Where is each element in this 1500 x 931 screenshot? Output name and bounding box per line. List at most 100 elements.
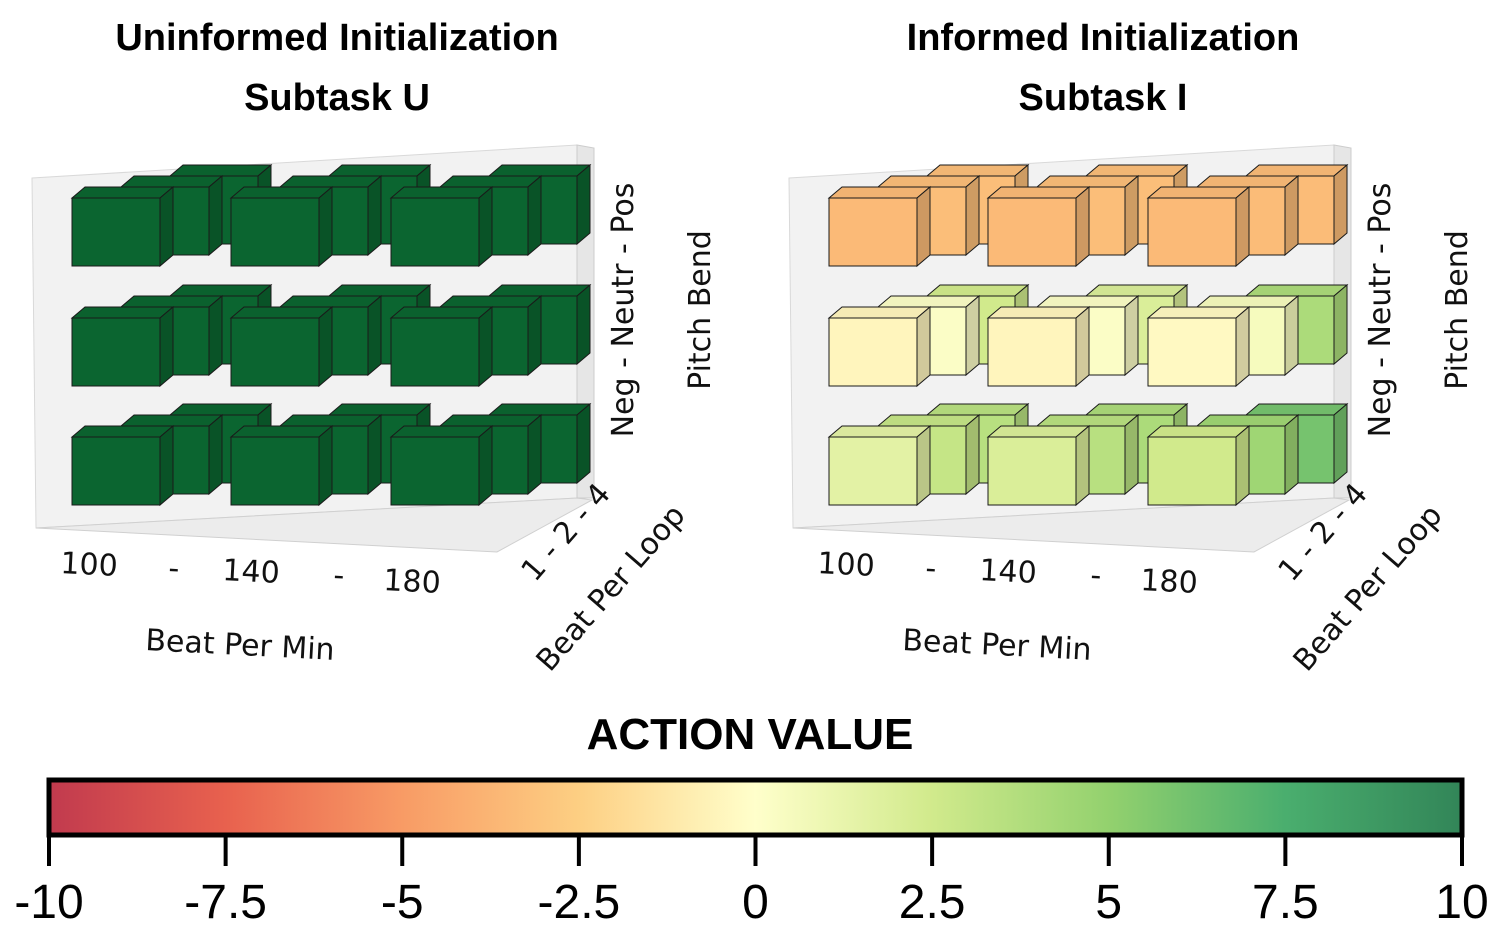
colorbar-tick-label: 2.5 bbox=[899, 876, 966, 929]
floor-pane bbox=[792, 497, 1351, 553]
cube-top-face bbox=[827, 425, 932, 438]
cube-top-face bbox=[229, 425, 334, 438]
z-axis-label: Pitch Bend bbox=[683, 230, 718, 390]
bar-cube bbox=[986, 185, 1091, 268]
cube-front-face bbox=[390, 436, 480, 506]
cube-top-face bbox=[876, 295, 981, 308]
x-tick-label: 140 bbox=[979, 553, 1038, 591]
cube-side-face bbox=[1235, 305, 1250, 388]
subtitle-informed: Subtask I bbox=[1018, 77, 1188, 119]
cube-side-face bbox=[916, 305, 931, 388]
bar-cube bbox=[389, 185, 494, 268]
cube-top-face bbox=[827, 186, 932, 199]
cube-side-face bbox=[1124, 174, 1139, 257]
cube-side-face bbox=[318, 305, 333, 388]
bar-cube bbox=[70, 424, 175, 507]
cube-top-face bbox=[327, 403, 432, 416]
cube-side-face bbox=[527, 413, 542, 496]
cube-side-face bbox=[916, 185, 931, 268]
cube-side-face bbox=[208, 413, 223, 496]
cube-top-face bbox=[1244, 403, 1349, 416]
bar-cube bbox=[70, 185, 175, 268]
cube-top-face bbox=[487, 164, 592, 177]
x-tick-label: - bbox=[925, 551, 938, 587]
cube-top-face bbox=[327, 164, 432, 177]
cube-top-face bbox=[1035, 175, 1140, 188]
bar-cube bbox=[986, 424, 1091, 507]
cube-side-face bbox=[367, 294, 382, 377]
cube-top-face bbox=[70, 186, 175, 199]
cube-side-face bbox=[576, 283, 591, 366]
cube-top-face bbox=[438, 414, 543, 427]
cube-top-face bbox=[827, 306, 932, 319]
subtitle-uninformed: Subtask U bbox=[244, 77, 430, 119]
cube-side-face bbox=[208, 294, 223, 377]
cube-side-face bbox=[208, 174, 223, 257]
cube-side-face bbox=[478, 424, 493, 507]
cube-top-face bbox=[70, 425, 175, 438]
x-tick-label: - bbox=[333, 558, 346, 594]
cube-top-face bbox=[925, 284, 1030, 297]
cube-side-face bbox=[527, 174, 542, 257]
cube-top-face bbox=[1146, 186, 1251, 199]
cube-side-face bbox=[1075, 185, 1090, 268]
cube-top-face bbox=[1084, 403, 1189, 416]
colorbar-tick-label: -2.5 bbox=[538, 876, 621, 929]
cube-front-face bbox=[390, 317, 480, 387]
cube-front-face bbox=[987, 317, 1077, 387]
bar-cube bbox=[229, 424, 334, 507]
cube-side-face bbox=[1284, 174, 1299, 257]
cube-top-face bbox=[1146, 425, 1251, 438]
cube-side-face bbox=[367, 413, 382, 496]
cube-side-face bbox=[1333, 163, 1348, 246]
cube-side-face bbox=[478, 305, 493, 388]
cube-top-face bbox=[487, 403, 592, 416]
cube-top-face bbox=[168, 403, 273, 416]
cube-side-face bbox=[1124, 413, 1139, 496]
cube-top-face bbox=[278, 295, 383, 308]
cube-front-face bbox=[71, 317, 161, 387]
panel-title-informed: Informed Initialization Subtask I bbox=[783, 8, 1423, 128]
cube-top-face bbox=[438, 295, 543, 308]
cube-front-face bbox=[987, 197, 1077, 267]
cube-front-face bbox=[71, 436, 161, 506]
cube-side-face bbox=[965, 294, 980, 377]
cube-side-face bbox=[965, 174, 980, 257]
x-tick-label: 100 bbox=[60, 546, 119, 584]
cube-side-face bbox=[965, 413, 980, 496]
cube-top-face bbox=[438, 175, 543, 188]
floor-pane bbox=[35, 497, 594, 553]
cube-top-face bbox=[70, 306, 175, 319]
x-axis-label: Beat Per Min bbox=[145, 623, 336, 668]
cube-side-face bbox=[1075, 305, 1090, 388]
cube-top-face bbox=[1195, 295, 1300, 308]
cube-top-face bbox=[487, 284, 592, 297]
x-axis-label: Beat Per Min bbox=[902, 623, 1093, 668]
cube-front-face bbox=[230, 317, 320, 387]
cube-top-face bbox=[1084, 164, 1189, 177]
colorbar-ticks: -10 -7.5 -5 -2.5 0 2.5 5 7.5 10 bbox=[14, 835, 1489, 929]
cube-top-face bbox=[119, 175, 224, 188]
cube-top-face bbox=[119, 295, 224, 308]
cube-top-face bbox=[876, 414, 981, 427]
cube-top-face bbox=[1035, 414, 1140, 427]
colorbar-bar bbox=[46, 777, 1465, 838]
cube-side-face bbox=[159, 185, 174, 268]
x-tick-label: 180 bbox=[1140, 563, 1199, 601]
colorbar-tick-label: 7.5 bbox=[1252, 876, 1319, 929]
cube-top-face bbox=[1084, 284, 1189, 297]
cube-top-face bbox=[278, 175, 383, 188]
cube-top-face bbox=[229, 306, 334, 319]
z-tick-labels: Neg - Neutr - Pos bbox=[606, 183, 641, 438]
cube-top-face bbox=[389, 425, 494, 438]
cube-side-face bbox=[159, 424, 174, 507]
z-tick-labels: Neg - Neutr - Pos bbox=[1363, 183, 1398, 438]
cube-side-face bbox=[1075, 424, 1090, 507]
bar-cube bbox=[389, 305, 494, 388]
cube-side-face bbox=[1124, 294, 1139, 377]
cube-top-face bbox=[1195, 414, 1300, 427]
colorbar: -10 -7.5 -5 -2.5 0 2.5 5 7.5 10 bbox=[14, 777, 1489, 929]
bar-cube bbox=[229, 185, 334, 268]
cube-top-face bbox=[119, 414, 224, 427]
cube-side-face bbox=[916, 424, 931, 507]
